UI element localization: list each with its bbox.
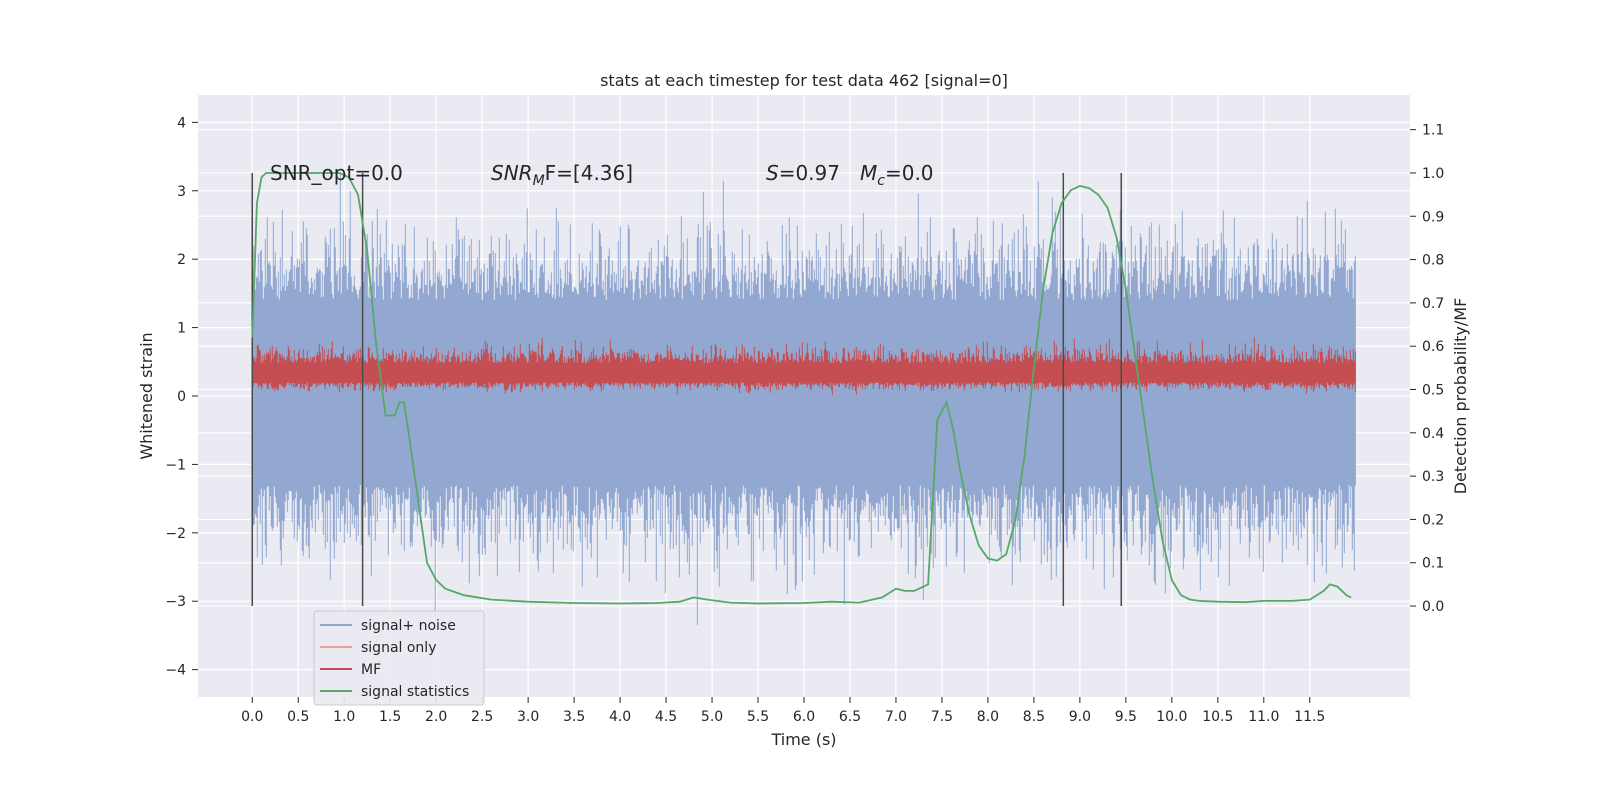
annotation-snr-mf-value: F=[4.36]: [545, 161, 633, 185]
y-right-tick-label: 0.9: [1422, 209, 1444, 225]
x-tick-label: 1.5: [379, 709, 401, 725]
y-left-tick-label: −4: [165, 663, 186, 679]
x-tick-label: 9.5: [1115, 709, 1137, 725]
legend-box: [313, 610, 485, 706]
y-right-tick-label: 0.0: [1422, 599, 1444, 615]
x-axis-ticks: 0.0 0.5 1.0 1.5 2.0 2.5 3.0 3.5 4.0 4.5 5.0 5.5 6.0 6…: [241, 697, 1325, 725]
y-left-tick-label: 1: [177, 321, 186, 337]
annotation-mc-value: Mc=0.0: [860, 161, 934, 189]
y-left-tick-label: −2: [165, 526, 186, 542]
series-mf: [251, 337, 1356, 396]
x-tick-label: 8.0: [977, 709, 999, 725]
x-tick-label: 6.0: [793, 709, 815, 725]
x-tick-label: 11.0: [1248, 709, 1279, 725]
y-right-tick-label: 0.7: [1422, 296, 1444, 312]
legend-label-signal-only: signal only: [361, 640, 436, 656]
x-tick-label: 3.0: [517, 709, 539, 725]
y-axis-label-right: Detection probability/MF: [1451, 298, 1470, 495]
x-tick-label: 10.5: [1202, 709, 1233, 725]
annotation-s-name: S: [766, 161, 779, 185]
y-right-axis-ticks: 1.1 1.0 0.9 0.8 0.7 0.6 0.5 0.4 0.3 0.2 0.1 0.0: [1410, 123, 1444, 615]
annotation-snr-mf-sub: M: [533, 173, 545, 189]
y-right-tick-label: 0.5: [1422, 383, 1444, 399]
x-tick-label: 7.0: [885, 709, 907, 725]
vertical-markers: [251, 172, 1123, 607]
chart-title: stats at each timestep for test data 462…: [600, 71, 1008, 90]
x-tick-label: 5.5: [747, 709, 769, 725]
x-tick-label: 4.5: [655, 709, 677, 725]
x-tick-label: 8.5: [1023, 709, 1045, 725]
y-left-tick-label: 0: [177, 389, 186, 405]
x-tick-label: 9.0: [1069, 709, 1091, 725]
series-signal-noise: [251, 172, 1356, 635]
y-left-tick-label: 4: [177, 115, 186, 131]
legend: signal+ noise signal only MF signal stat…: [313, 610, 485, 706]
annotation-mc-number: =0.0: [885, 161, 934, 185]
y-right-tick-label: 0.2: [1422, 512, 1444, 528]
x-tick-label: 0.5: [287, 709, 309, 725]
x-tick-label: 11.5: [1294, 709, 1325, 725]
y-right-tick-label: 0.4: [1422, 426, 1444, 442]
y-left-tick-label: 2: [177, 252, 186, 268]
annotation-s-value: S=0.97: [766, 161, 840, 185]
y-left-tick-label: −3: [165, 594, 186, 610]
y-right-tick-label: 0.8: [1422, 253, 1444, 269]
y-right-tick-label: 0.1: [1422, 556, 1444, 572]
x-tick-label: 0.0: [241, 709, 263, 725]
x-tick-label: 2.0: [425, 709, 447, 725]
annotation-s-number: =0.97: [779, 161, 840, 185]
annotation-snr-mf: SNRMF=[4.36]: [491, 161, 633, 189]
y-left-axis-ticks: 4 3 2 1 0 −1 −2 −3 −4: [165, 115, 198, 679]
annotation-snr-mf-name: SNR: [491, 161, 533, 185]
x-tick-label: 6.5: [839, 709, 861, 725]
y-left-tick-label: 3: [177, 184, 186, 200]
legend-label-signal-noise: signal+ noise: [361, 618, 456, 634]
x-tick-label: 2.5: [471, 709, 493, 725]
annotation-mc-name: M: [860, 161, 877, 185]
y-right-tick-label: 1.1: [1422, 123, 1444, 139]
x-tick-label: 5.0: [701, 709, 723, 725]
y-right-tick-label: 0.3: [1422, 469, 1444, 485]
annotation-mc-sub: c: [877, 173, 885, 189]
annotation-snr-opt: SNR_opt=0.0: [270, 161, 403, 185]
y-right-tick-label: 0.6: [1422, 339, 1444, 355]
x-tick-label: 1.0: [333, 709, 355, 725]
y-right-tick-label: 1.0: [1422, 166, 1444, 182]
legend-label-mf: MF: [361, 662, 381, 678]
x-tick-label: 4.0: [609, 709, 631, 725]
x-tick-label: 10.0: [1156, 709, 1187, 725]
x-axis-label: Time (s): [770, 730, 836, 749]
series-signal-statistics: [251, 172, 1352, 605]
y-left-tick-label: −1: [165, 457, 186, 473]
legend-label-signal-statistics: signal statistics: [361, 684, 469, 700]
y-axis-label-left: Whitened strain: [137, 332, 156, 459]
x-tick-label: 7.5: [931, 709, 953, 725]
x-tick-label: 3.5: [563, 709, 585, 725]
